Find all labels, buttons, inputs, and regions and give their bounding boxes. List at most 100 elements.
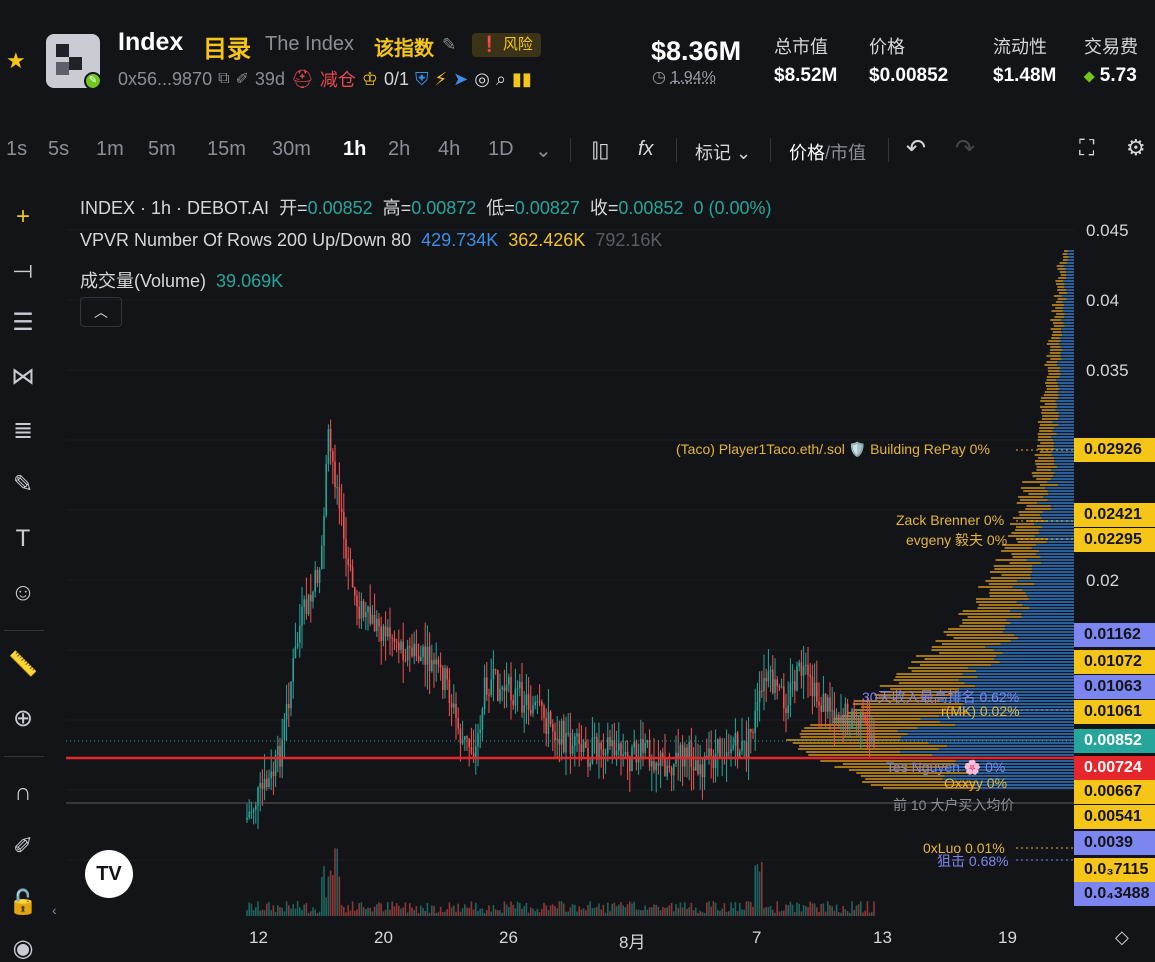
copy-icon[interactable]: ⧉ [218,70,230,87]
tf-5m[interactable]: 5m [148,138,176,160]
search-icon[interactable]: ⌕ [495,68,507,89]
tf-15m[interactable]: 15m [207,138,246,160]
vpvr-up-bar [1052,454,1074,456]
vpvr-down-bar [832,721,940,723]
vpvr-down-bar [985,580,1017,582]
price-badge: 0.01072 [1074,650,1155,674]
ruler-icon[interactable]: 📏 [8,651,38,678]
candle-body [633,741,635,748]
vpvr-up-bar [1056,406,1074,408]
undo-icon[interactable]: ↶ [906,135,927,162]
candle-type-icon[interactable]: ⫿▯ [592,140,610,162]
vpvr-down-bar [1057,286,1065,288]
tf-4h[interactable]: 4h [438,138,461,160]
candle-body [763,677,765,692]
vpvr-down-bar [1051,337,1060,339]
candle-body [827,697,829,712]
zoom-in-icon[interactable]: ⊕ [12,705,34,732]
pattern-icon[interactable]: ⋈ [11,363,35,390]
globe-icon[interactable]: ◎ [474,68,490,89]
lock-drawing-icon[interactable]: ✐ [12,833,34,860]
y-tick: 0.04 [1086,291,1120,310]
vpvr-up-bar [1064,316,1074,318]
lightning-icon[interactable]: ⚡ [434,68,448,89]
volume-legend[interactable]: 成交量(Volume) 39.069K [80,271,284,291]
horizontal-lines-icon[interactable]: ☰ [12,309,34,336]
volume-bar [270,910,272,916]
candle-body [662,752,664,759]
candle-body [866,720,869,725]
price-badge: 0.00852 [1074,729,1155,753]
tf-30m[interactable]: 30m [272,138,311,160]
tf-1h[interactable]: 1h [343,138,367,160]
vpvr-legend[interactable]: VPVR Number Of Rows 200 Up/Down 80 429.7… [80,230,663,250]
fib-icon[interactable]: ≣ [12,417,34,444]
tf-1m[interactable]: 1m [96,138,124,160]
tf-2h[interactable]: 2h [388,138,411,160]
volume-bar [420,905,422,916]
price-axis[interactable]: 0.045 0.04 0.035 0.02 0.02926 0.02421 0.02… [1074,180,1155,916]
text-icon[interactable]: T [15,525,31,552]
candle-body [780,686,783,688]
settings-gear-icon[interactable]: ⚙ [1126,135,1146,160]
volume-bar [662,906,664,916]
annot-snipe: 狙击 0.68% [937,853,1009,869]
legend-collapse-button[interactable]: ︿ [80,297,122,327]
fullscreen-icon[interactable]: ⛶ [1079,135,1095,160]
reduce-label[interactable]: 减仓 [319,70,356,90]
volume-bar [668,905,671,916]
chart-title[interactable]: INDEX · 1h · DEBOT.AI [80,198,270,218]
axis-settings-icon[interactable]: ◇ [1115,927,1129,947]
price-mcap-toggle[interactable]: 价格/市值 [789,143,867,163]
risk-badge[interactable]: ❗ 风险 [472,33,541,57]
brush-icon[interactable]: ✎ [12,471,34,498]
eye-icon[interactable]: ◉ [12,935,34,962]
vpvr-up-bar [1063,280,1074,282]
vpvr-up-bar [1063,307,1074,309]
candle-body [332,451,334,462]
magnet-icon[interactable]: ∩ [14,779,32,806]
crosshair-icon[interactable]: + [15,203,30,230]
mark-dropdown[interactable]: 标记 ⌄ [695,143,752,163]
emoji-icon[interactable]: ☺ [10,579,36,606]
volume-bar [679,902,682,916]
book-icon[interactable]: ▮▮ [512,68,532,89]
unlock-icon[interactable]: 🔓 [8,889,38,916]
redo-icon[interactable]: ↷ [955,135,976,162]
vpvr-down-bar [1057,298,1067,300]
vpvr-up-bar [1039,532,1074,534]
favorite-star-icon[interactable]: ★ [6,48,26,73]
volume-bar [607,902,609,916]
tf-1s[interactable]: 1s [6,138,28,160]
vpvr-down-bar [1038,436,1052,438]
token-address[interactable]: 0x56...9870 [118,68,213,89]
collapse-toolbar-icon[interactable]: ‹ [52,902,57,918]
vpvr-up-bar [1035,553,1074,555]
volume-bar [301,909,303,916]
telegram-icon[interactable]: ➤ [453,68,469,89]
vpvr-up-bar [993,658,1074,660]
vpvr-down-bar [1059,262,1067,264]
candle-body [813,682,816,697]
tf-1d[interactable]: 1D [488,138,514,160]
tf-5s[interactable]: 5s [48,138,70,160]
candle-body [409,646,411,648]
vpvr-down-bar [1058,292,1068,294]
candle-body [417,655,420,662]
volume-bar [354,910,356,916]
edit-icon[interactable]: ✎ [442,35,457,54]
indicators-icon[interactable]: fx [638,138,654,160]
tf-more-chevron-icon[interactable]: ⌄ [535,140,552,162]
candle-body [844,703,847,724]
volume-bar [613,902,616,916]
vpvr-down-bar [1035,463,1055,465]
vpvr-down-bar [1052,322,1064,324]
volume-bar [582,908,585,916]
tradingview-logo[interactable]: TV [85,850,133,898]
price-chart[interactable] [66,180,1074,916]
trend-line-icon[interactable]: ⟞ [13,257,33,284]
shield-user-icon[interactable]: ⛨ [415,68,429,89]
volume-bar [310,911,312,916]
volume-bar [846,911,849,916]
vpvr-up-bar [1061,319,1074,321]
